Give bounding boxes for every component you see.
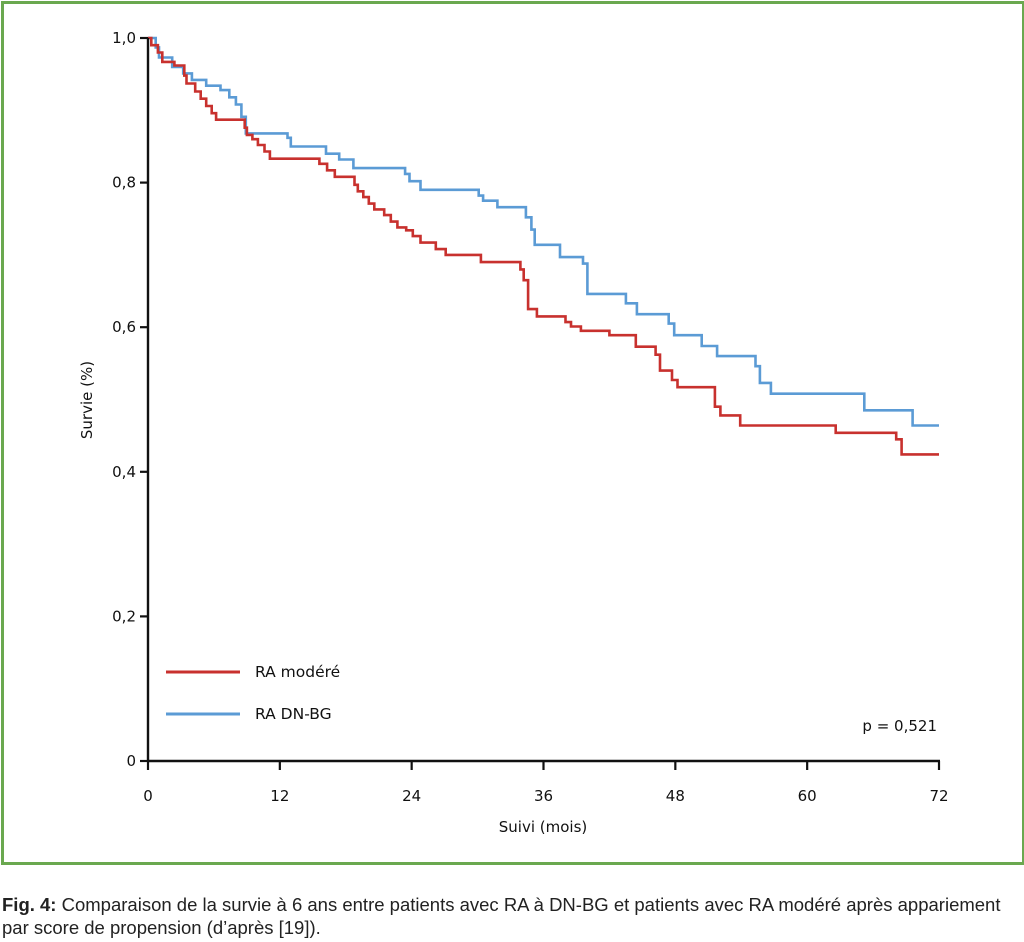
y-tick-label: 0,6 — [112, 318, 136, 336]
y-tick-label: 0 — [126, 752, 136, 770]
legend: RA modéré RA DN-BG — [166, 663, 340, 723]
x-tick-label: 12 — [270, 787, 289, 805]
survival-curve-ra-dn-bg — [148, 36, 939, 427]
figure-caption: Fig. 4: Comparaison de la survie à 6 ans… — [2, 893, 1024, 939]
y-ticks: 0 0,2 0,4 0,6 0,8 1,0 — [112, 29, 148, 770]
x-tick-label: 24 — [402, 787, 421, 805]
caption-text: Comparaison de la survie à 6 ans entre p… — [2, 894, 1001, 938]
y-axis-title: Survie (%) — [78, 361, 96, 439]
legend-label-ra-modere: RA modéré — [255, 663, 340, 681]
survival-chart: 0 0,2 0,4 0,6 0,8 1,0 0 12 24 36 48 60 72 Survie (%… — [78, 29, 949, 836]
y-tick-label: 0,4 — [112, 463, 136, 481]
x-tick-label: 60 — [798, 787, 817, 805]
x-tick-label: 0 — [143, 787, 153, 805]
x-ticks: 0 12 24 36 48 60 72 — [143, 761, 949, 805]
x-tick-label: 72 — [929, 787, 948, 805]
y-tick-label: 0,2 — [112, 607, 136, 625]
curves-layer — [148, 36, 939, 456]
figure-frame — [1, 1, 1024, 865]
y-tick-label: 1,0 — [112, 29, 136, 47]
x-tick-label: 36 — [534, 787, 553, 805]
x-tick-label: 48 — [666, 787, 685, 805]
p-value-annotation: p = 0,521 — [862, 717, 937, 735]
caption-label: Fig. 4: — [2, 894, 57, 915]
x-axis-title: Suivi (mois) — [499, 818, 587, 836]
survival-curve-ra-modere — [148, 36, 939, 456]
y-tick-label: 0,8 — [112, 174, 136, 192]
legend-label-ra-dn-bg: RA DN-BG — [255, 705, 332, 723]
